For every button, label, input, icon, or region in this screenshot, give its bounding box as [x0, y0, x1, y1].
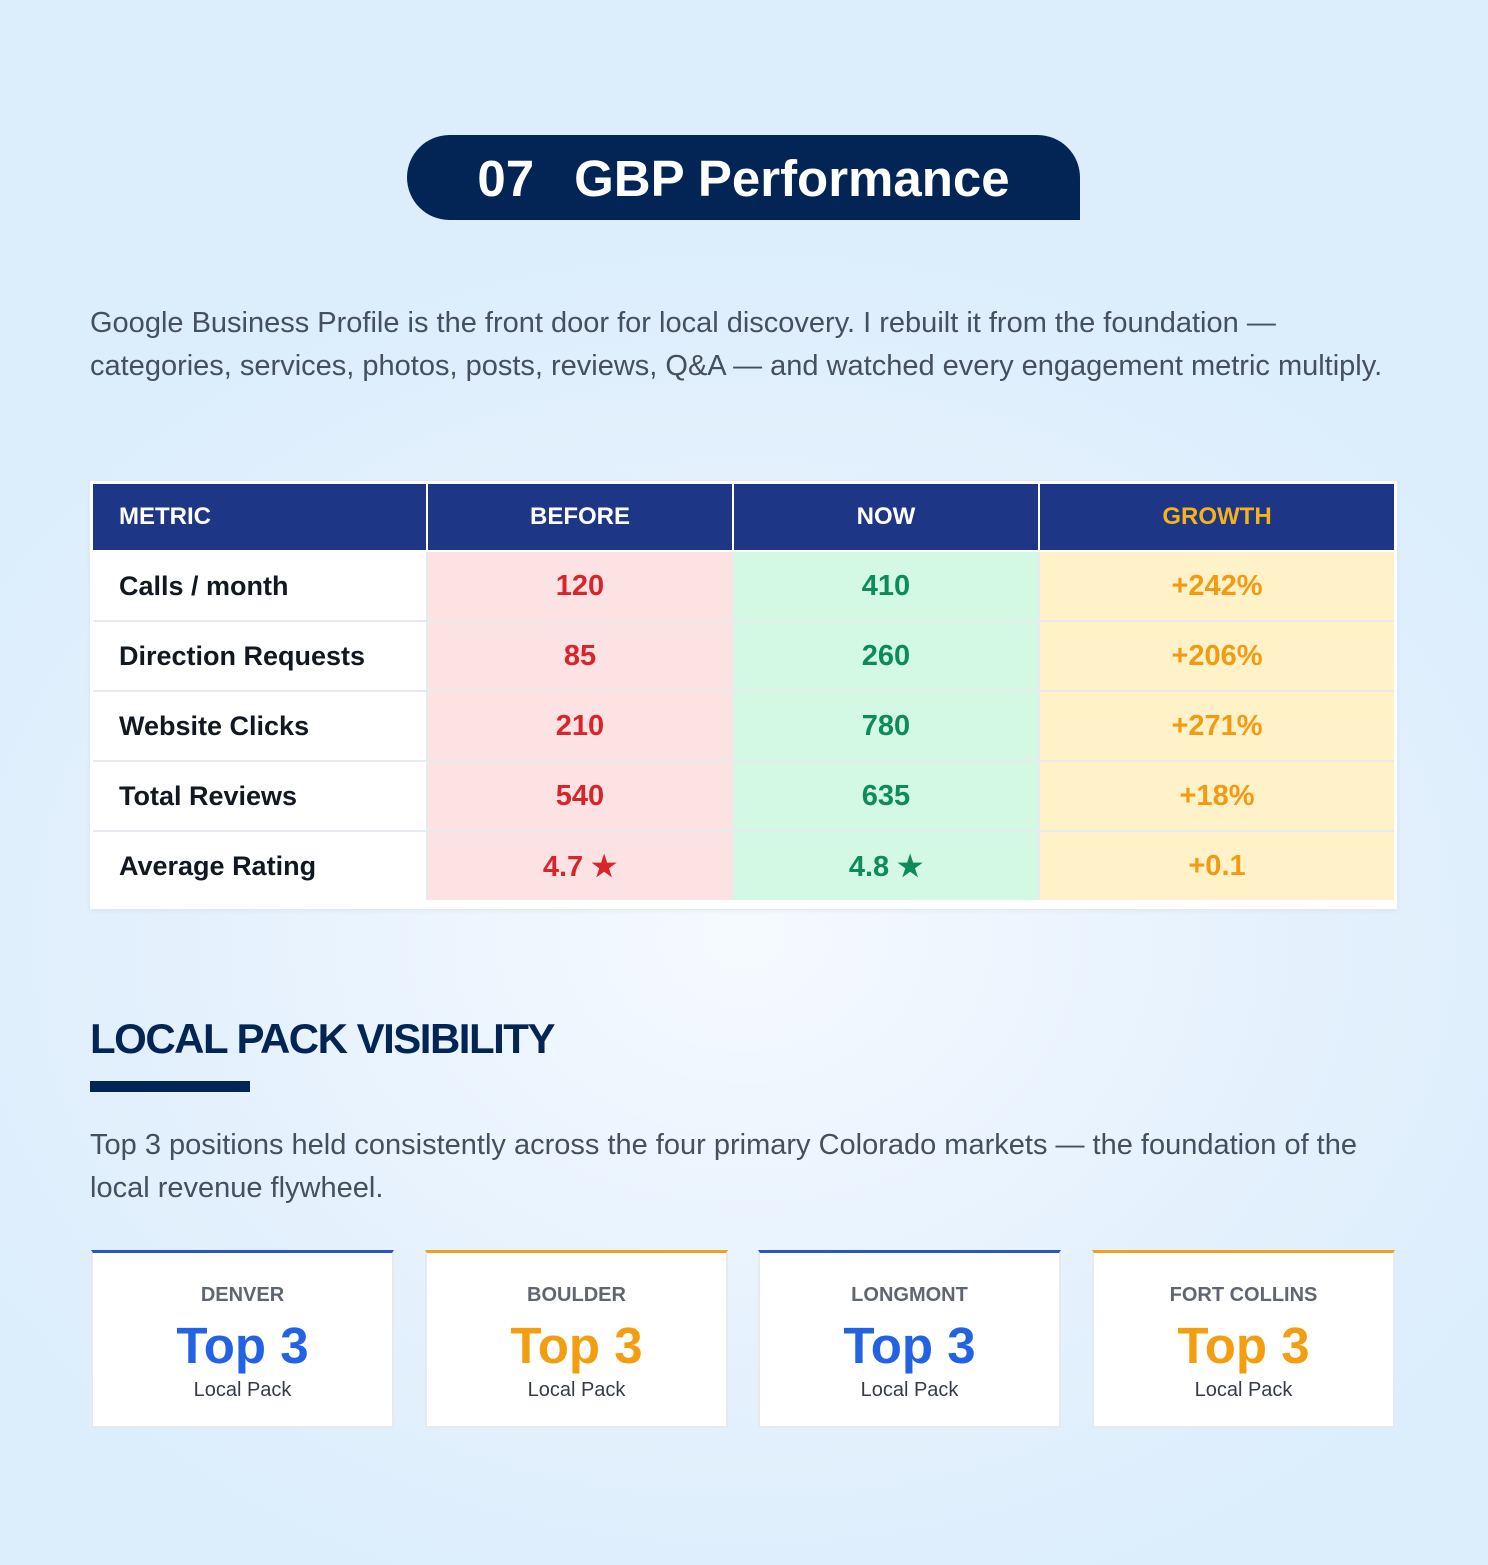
market-card-fort-collins: FORT COLLINS Top 3 Local Pack — [1092, 1250, 1395, 1428]
metrics-table: METRIC BEFORE NOW GROWTH Calls / month 1… — [93, 484, 1394, 900]
market-rank: Top 3 — [1177, 1317, 1310, 1374]
table-row: Website Clicks 210 780 +271% — [93, 690, 1394, 762]
now-value: 635 — [732, 760, 1040, 832]
market-card-denver: DENVER Top 3 Local Pack — [91, 1250, 394, 1428]
market-city: LONGMONT — [851, 1284, 968, 1306]
column-header-metric: METRIC — [93, 484, 428, 552]
market-rank: Top 3 — [510, 1317, 643, 1374]
market-rank: Top 3 — [843, 1317, 976, 1374]
column-header-before: BEFORE — [426, 484, 734, 552]
growth-value: +206% — [1038, 620, 1394, 692]
before-value: 85 — [426, 620, 734, 692]
metric-name: Total Reviews — [93, 760, 428, 832]
growth-value: +18% — [1038, 760, 1394, 832]
column-header-growth: GROWTH — [1038, 484, 1394, 552]
now-value: 410 — [732, 550, 1040, 622]
metrics-table-card: METRIC BEFORE NOW GROWTH Calls / month 1… — [90, 481, 1397, 909]
market-label: Local Pack — [1194, 1379, 1293, 1401]
growth-value: +242% — [1038, 550, 1394, 622]
market-card-boulder: BOULDER Top 3 Local Pack — [425, 1250, 728, 1428]
section-badge: 07 GBP Performance — [407, 135, 1080, 220]
table-row: Direction Requests 85 260 +206% — [93, 620, 1394, 692]
metric-name: Average Rating — [93, 830, 428, 900]
column-header-now: NOW — [732, 484, 1040, 552]
section-number: 07 — [477, 150, 535, 207]
market-city: FORT COLLINS — [1169, 1284, 1318, 1306]
market-card-longmont: LONGMONT Top 3 Local Pack — [758, 1250, 1061, 1428]
now-value: 260 — [732, 620, 1040, 692]
table-row: Total Reviews 540 635 +18% — [93, 760, 1394, 832]
growth-value: +271% — [1038, 690, 1394, 762]
before-value: 540 — [426, 760, 734, 832]
local-pack-paragraph: Top 3 positions held consistently across… — [90, 1129, 1357, 1204]
heading-underline — [90, 1081, 250, 1092]
table-row: Calls / month 120 410 +242% — [93, 550, 1394, 622]
market-city: BOULDER — [527, 1284, 626, 1306]
before-value: 210 — [426, 690, 734, 762]
market-label: Local Pack — [527, 1379, 626, 1401]
now-value: 780 — [732, 690, 1040, 762]
section-title: GBP Performance — [574, 150, 1010, 207]
metric-name: Calls / month — [93, 550, 428, 622]
market-label: Local Pack — [860, 1379, 959, 1401]
before-value: 120 — [426, 550, 734, 622]
metric-name: Direction Requests — [93, 620, 428, 692]
now-value: 4.8 ★ — [732, 830, 1040, 900]
market-label: Local Pack — [193, 1379, 292, 1401]
table-row: Average Rating 4.7 ★ 4.8 ★ +0.1 — [93, 830, 1394, 900]
market-rank: Top 3 — [176, 1317, 309, 1374]
before-value: 4.7 ★ — [426, 830, 734, 900]
metric-name: Website Clicks — [93, 690, 428, 762]
local-pack-heading: LOCAL PACK VISIBILITY — [90, 1015, 555, 1062]
market-city: DENVER — [200, 1284, 285, 1306]
intro-paragraph: Google Business Profile is the front doo… — [90, 307, 1383, 382]
table-header-row: METRIC BEFORE NOW GROWTH — [93, 484, 1394, 552]
growth-value: +0.1 — [1038, 830, 1394, 900]
